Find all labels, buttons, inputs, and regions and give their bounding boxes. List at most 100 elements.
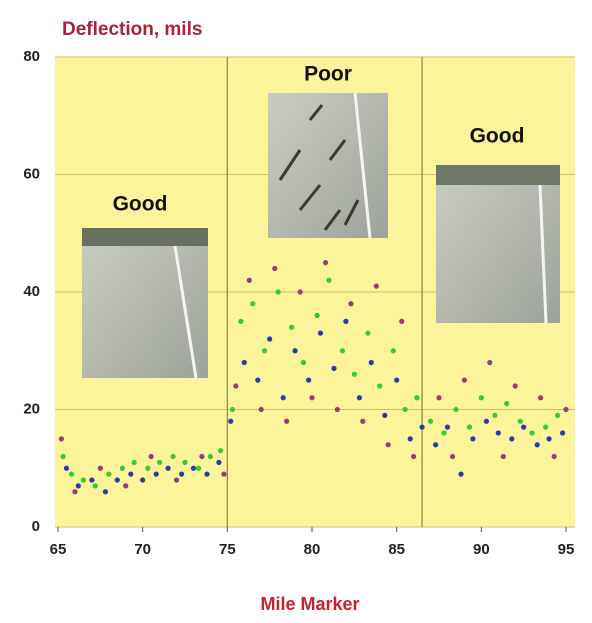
point (281, 395, 286, 400)
point (292, 348, 297, 353)
point (276, 289, 281, 294)
point (546, 436, 551, 441)
point (504, 401, 509, 406)
point (64, 466, 69, 471)
point (484, 419, 489, 424)
point (377, 383, 382, 388)
point (230, 407, 235, 412)
y-tick-label: 0 (32, 518, 40, 535)
point (450, 454, 455, 459)
point (154, 472, 159, 477)
point (492, 413, 497, 418)
point (365, 331, 370, 336)
point (552, 454, 557, 459)
point (543, 425, 548, 430)
point (60, 454, 65, 459)
point (233, 383, 238, 388)
point (272, 266, 277, 271)
point (467, 425, 472, 430)
point (340, 348, 345, 353)
point (149, 454, 154, 459)
point (560, 430, 565, 435)
photo (268, 93, 388, 238)
point (247, 278, 252, 283)
x-tick-label: 85 (388, 541, 405, 558)
point (487, 360, 492, 365)
point (238, 319, 243, 324)
x-tick-label: 95 (558, 541, 575, 558)
point (501, 454, 506, 459)
point (93, 483, 98, 488)
point (182, 460, 187, 465)
point (81, 477, 86, 482)
point (391, 348, 396, 353)
point (479, 395, 484, 400)
point (369, 360, 374, 365)
point (301, 360, 306, 365)
annotation: Good (470, 125, 525, 148)
photo (82, 228, 208, 378)
page: {"chart_data": {"type": "scatter", "titl… (0, 0, 592, 623)
point (428, 419, 433, 424)
point (218, 448, 223, 453)
annotation: Poor (304, 63, 352, 86)
point (408, 436, 413, 441)
point (357, 395, 362, 400)
point (76, 483, 81, 488)
point (123, 483, 128, 488)
point (89, 477, 94, 482)
point (343, 319, 348, 324)
point (335, 407, 340, 412)
point (382, 413, 387, 418)
point (496, 430, 501, 435)
x-tick-label: 75 (219, 541, 236, 558)
point (309, 395, 314, 400)
point (59, 436, 64, 441)
point (563, 407, 568, 412)
point (462, 378, 467, 383)
x-axis-label: Mile Marker (260, 594, 359, 614)
point (115, 477, 120, 482)
point (157, 460, 162, 465)
point (445, 425, 450, 430)
point (331, 366, 336, 371)
point (306, 378, 311, 383)
point (216, 460, 221, 465)
point (103, 489, 108, 494)
point (399, 319, 404, 324)
point (250, 301, 255, 306)
point (453, 407, 458, 412)
point (441, 430, 446, 435)
point (284, 419, 289, 424)
x-tick-label: 70 (134, 541, 151, 558)
point (458, 472, 463, 477)
point (255, 378, 260, 383)
point (386, 442, 391, 447)
photo-horizon (82, 228, 208, 246)
point (352, 372, 357, 377)
point (555, 413, 560, 418)
point (470, 436, 475, 441)
photo-horizon (436, 165, 560, 185)
y-tick-label: 60 (23, 165, 40, 182)
point (513, 383, 518, 388)
point (242, 360, 247, 365)
point (128, 472, 133, 477)
point (518, 419, 523, 424)
point (179, 472, 184, 477)
point (419, 425, 424, 430)
point (259, 407, 264, 412)
point (208, 454, 213, 459)
point (72, 489, 77, 494)
point (414, 395, 419, 400)
point (140, 477, 145, 482)
point (221, 472, 226, 477)
point (509, 436, 514, 441)
point (196, 466, 201, 471)
point (228, 419, 233, 424)
point (174, 477, 179, 482)
point (132, 460, 137, 465)
point (314, 313, 319, 318)
point (199, 454, 204, 459)
x-tick-label: 90 (473, 541, 490, 558)
